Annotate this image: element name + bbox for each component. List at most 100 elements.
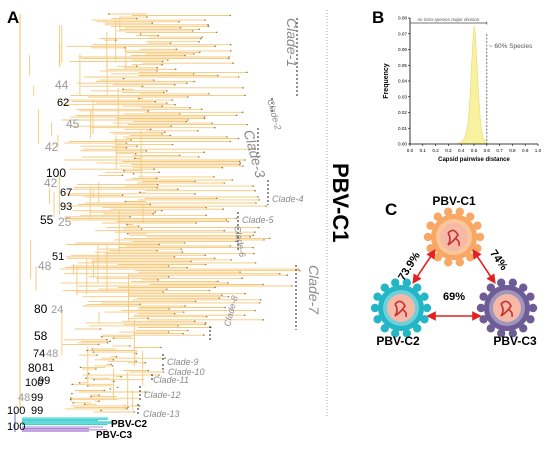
capsid-spike [426,221,435,230]
bootstrap-value: 42 [45,140,59,154]
species-cutoff-label: ~ 60% Species [489,43,533,50]
capsid-spike [433,212,442,221]
pbv-c1-node-label: PBV-C1 [432,194,476,208]
bootstrap-value: 80 [34,302,48,316]
capsid-spike [473,221,482,230]
capsid-spike [380,283,389,292]
clade-label: Clade-1 [284,18,300,68]
capsid-spike [519,283,528,292]
bootstrap-value: 81 [42,362,55,374]
arrow-c1-c3 [472,249,496,284]
capsid-spike [486,324,495,333]
y-axis-label: Frequency [383,63,390,99]
panel-a-letter: A [7,8,20,27]
capsid-spike [455,207,464,216]
capsid-core [493,294,521,322]
bootstrap-value: 45 [66,117,80,131]
capsid-spike [423,232,433,242]
capsid-spike [413,324,422,333]
bootstrap-value: 48 [18,392,31,404]
x-tick-label: 0.5 [471,148,478,153]
division-bracket-label: no intra-species major division [418,17,480,22]
genome-segment-icon [447,229,459,246]
capsid-spike [420,292,429,301]
x-tick-label: 0.9 [522,148,529,153]
panel-b-letter: B [372,8,385,27]
x-axis-label: Capsid pairwise distance [438,157,510,163]
bootstrap-value: 100 [46,166,67,180]
capsid-spike [466,212,475,221]
bootstrap-value: 74 [33,348,46,360]
pbv-c2-capsid-icon [370,278,432,338]
bootstrap-value: 99 [31,392,44,404]
genome-segment-icon [394,300,406,317]
bootstrap-value: 55 [40,213,54,227]
capsid-spike [444,207,453,216]
bootstrap-value: 80 [28,361,42,375]
bootstrap-value: 58 [34,329,48,343]
capsid-spike [497,278,506,287]
capsid-core [387,294,415,322]
y-tick-label: 0.05 [398,63,407,68]
clade-label: Clade-13 [143,409,180,419]
bootstrap-value: 24 [51,304,64,316]
clade-label: Clade-11 [153,375,189,385]
capsid-spike [526,292,535,301]
capsid-spike [475,232,485,242]
capsid-spike [479,292,488,301]
pbv-c3-group-label: PBV-C3 [96,430,133,441]
capsid-spike [373,292,382,301]
capsid-spike [476,303,486,313]
x-tick-label: 0.3 [445,148,452,153]
capsid-spike [402,329,411,338]
capsid-spike [526,315,535,324]
pbv-c3-capsid-icon [476,278,538,338]
cluster-similarity-diagram: PBV-C1 PBV-C2 PBV-C3 73.9% 74% 69% [370,194,538,348]
edge-c1-c2-label: 73.9% [396,250,423,283]
capsid-spike [422,303,432,313]
tree-tip-markers [70,13,301,413]
capsid-spike [391,278,400,287]
x-tick-label: 0.2 [432,148,439,153]
capsid-spike [528,303,538,313]
clade-label: Clade-12 [144,390,181,400]
x-tick-label: 1.0 [535,148,542,153]
bootstrap-value: 48 [46,348,59,360]
edge-c2-c3-label: 69% [443,291,465,303]
bootstrap-value: 100 [7,405,26,417]
bootstrap-value: 99 [38,375,51,387]
genome-segment-icon [402,309,407,318]
capsid-spike [413,283,422,292]
bootstrap-value: 51 [52,251,65,263]
capsid-spike [508,329,517,338]
capsid-spike [370,303,380,313]
tree-branches-c3 [22,426,108,432]
x-tick-label: 0.6 [484,148,491,153]
tree-branches-c2 [22,417,115,426]
capsid-spike [519,324,528,333]
tree-internal-nodes [29,17,144,410]
bootstrap-value: 93 [60,201,73,213]
capsid-spike [380,324,389,333]
clade-label: Clade-10 [168,367,205,377]
bootstrap-value: 48 [38,259,52,273]
y-tick-label: 0.07 [398,31,407,36]
arrow-c1-c2 [412,249,436,284]
panel-c-letter: C [385,200,398,219]
pbv-c2-node-label: PBV-C2 [376,334,420,348]
y-tick-label: 0.03 [398,94,407,99]
bootstrap-value: 67 [60,187,73,199]
pbv-c1-capsid-icon [423,207,485,267]
clade-label: Clade-7 [306,265,322,315]
y-tick-label: 0.06 [398,47,407,52]
bootstrap-value: 25 [58,215,72,229]
capsid-core [440,223,468,251]
x-tick-label: 0.4 [458,148,465,153]
tree-branches-c1 [60,13,299,413]
x-tick-label: 0.7 [496,148,503,153]
genome-segment-icon [455,238,460,247]
bootstrap-value: 100 [7,421,26,433]
x-tick-label: 0.8 [509,148,516,153]
capsid-spike [455,258,464,267]
pbv-c1-group-label: PBV-C1 [328,163,353,243]
